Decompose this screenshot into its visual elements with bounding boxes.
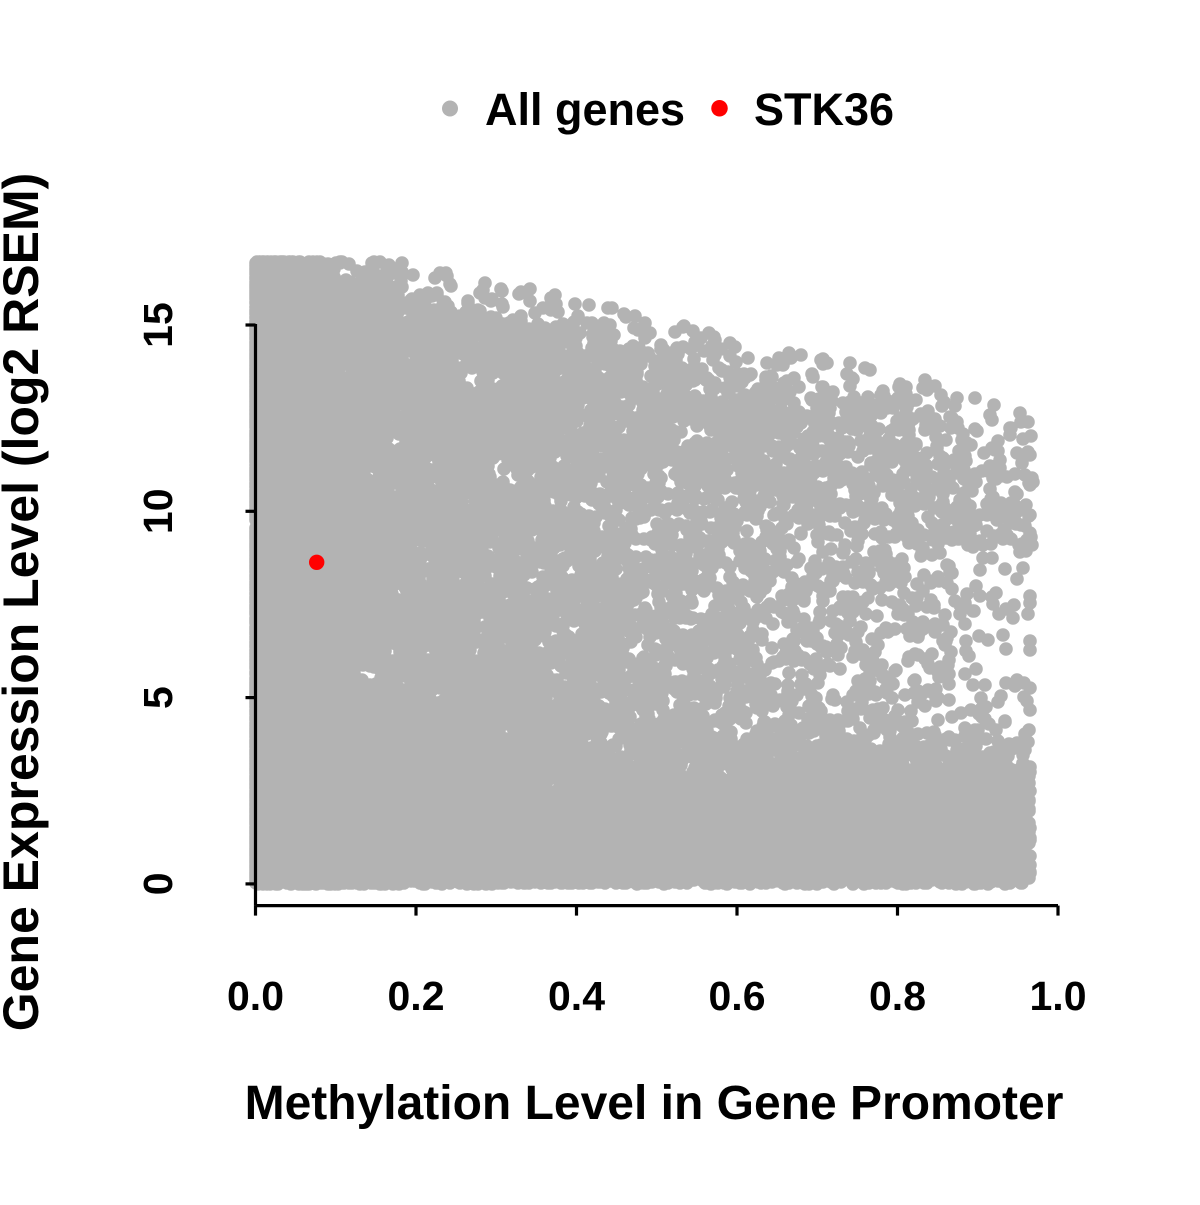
svg-text:0.4: 0.4 (548, 973, 605, 1019)
svg-text:STK36: STK36 (754, 84, 894, 135)
svg-text:Methylation Level in Gene Prom: Methylation Level in Gene Promoter (245, 1077, 1064, 1130)
svg-text:1.0: 1.0 (1030, 973, 1087, 1019)
svg-text:0.0: 0.0 (227, 973, 284, 1019)
svg-text:0.2: 0.2 (388, 973, 445, 1019)
svg-text:15: 15 (135, 302, 181, 348)
svg-text:Gene Expression Level (log2 RS: Gene Expression Level (log2 RSEM) (0, 173, 49, 1032)
svg-text:All genes: All genes (485, 84, 685, 135)
svg-text:0.8: 0.8 (869, 973, 926, 1019)
svg-text:10: 10 (135, 488, 181, 534)
svg-text:0.6: 0.6 (709, 973, 766, 1019)
svg-text:0: 0 (135, 872, 181, 895)
svg-text:5: 5 (135, 686, 181, 709)
